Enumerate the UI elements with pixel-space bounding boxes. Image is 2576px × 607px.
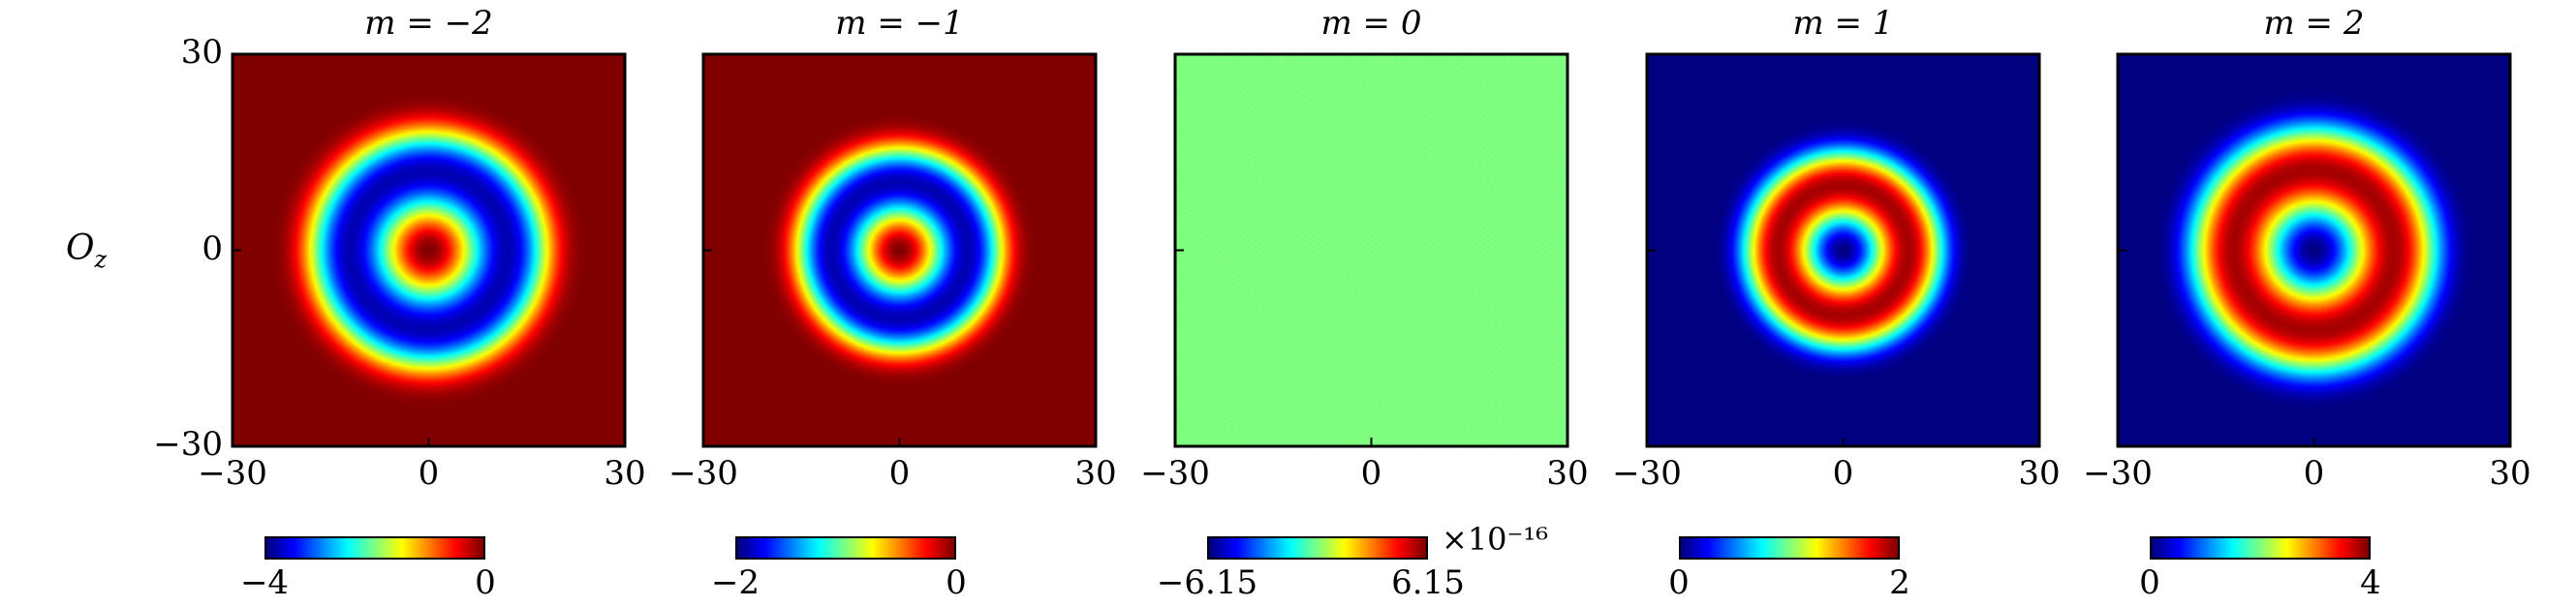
- colorbar-1: [735, 536, 956, 560]
- colorbar-0: [264, 536, 485, 560]
- colorbar-tick-0-0: −4: [239, 563, 290, 602]
- colorbar-2: [1207, 536, 1428, 560]
- y-tick-label-0-0: 30: [180, 33, 223, 72]
- colorbar-tick-3-0: 0: [1668, 563, 1690, 602]
- colorbar-tick-0-1: 0: [475, 563, 496, 602]
- colorbar-tick-1-0: −2: [710, 563, 760, 602]
- x-tick-label-3-1: 0: [1832, 454, 1854, 493]
- y-tick-label-0-1: 0: [202, 228, 223, 268]
- heatmap-4: [2118, 54, 2510, 446]
- heatmap-3: [1647, 54, 2039, 446]
- x-tick-label-2-0: −30: [1140, 454, 1210, 493]
- panel-title-1: m = −1: [835, 4, 964, 43]
- x-tick-label-0-1: 0: [418, 454, 440, 493]
- y-axis-label: Oz: [66, 228, 108, 274]
- panel-title-4: m = 2: [2263, 4, 2365, 43]
- x-tick-label-0-0: −30: [198, 454, 267, 493]
- colorbar-tick-1-1: 0: [946, 563, 967, 602]
- x-tick-label-3-0: −30: [1612, 454, 1682, 493]
- colorbar-exponent-2: ×10⁻¹⁶: [1442, 521, 1549, 558]
- x-tick-label-4-1: 0: [2303, 454, 2325, 493]
- x-tick-label-1-1: 0: [888, 454, 911, 493]
- heatmap-2: [1175, 54, 1567, 446]
- heatmap-0: [233, 54, 625, 446]
- y-tick-label-0-2: −30: [153, 425, 223, 464]
- colorbar-4: [2150, 536, 2371, 560]
- x-tick-label-4-2: 30: [2489, 454, 2531, 493]
- x-tick-label-2-1: 0: [1360, 454, 1382, 493]
- x-tick-label-3-2: 30: [2018, 454, 2061, 493]
- colorbar-tick-4-0: 0: [2139, 563, 2160, 602]
- x-tick-label-1-0: −30: [668, 454, 738, 493]
- colorbar-tick-2-1: 6.15: [1391, 563, 1465, 602]
- x-tick-label-0-2: 30: [604, 454, 646, 493]
- x-tick-label-2-2: 30: [1546, 454, 1589, 493]
- colorbar-tick-3-1: 2: [1889, 563, 1910, 602]
- x-tick-label-1-2: 30: [1074, 454, 1117, 493]
- colorbar-3: [1679, 536, 1900, 560]
- heatmap-1: [703, 54, 1096, 446]
- colorbar-tick-4-1: 4: [2360, 563, 2381, 602]
- x-tick-label-4-0: −30: [2083, 454, 2153, 493]
- panel-title-2: m = 0: [1320, 4, 1422, 43]
- colorbar-tick-2-0: −6.15: [1156, 563, 1258, 602]
- panel-title-3: m = 1: [1792, 4, 1894, 43]
- panel-title-0: m = −2: [364, 4, 493, 43]
